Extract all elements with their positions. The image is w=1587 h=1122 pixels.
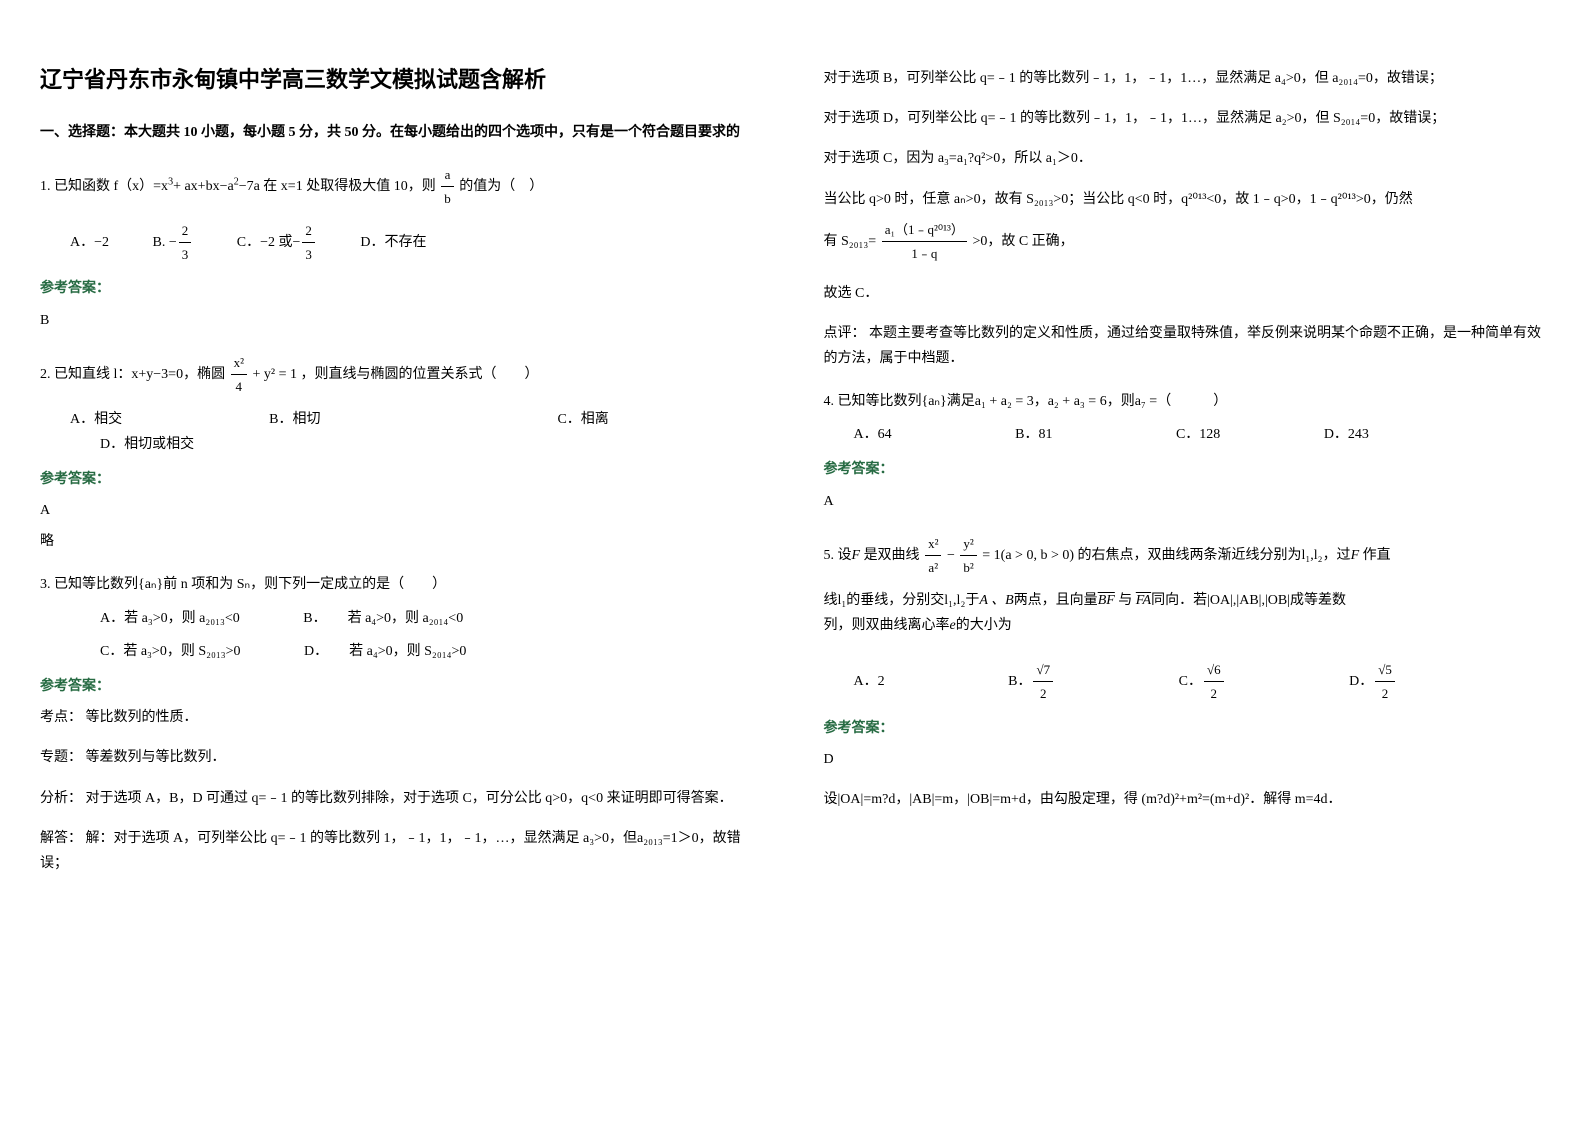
page-title: 辽宁省丹东市永甸镇中学高三数学文模拟试题含解析 — [40, 60, 764, 100]
q3-topic: 考点： 等比数列的性质． — [40, 705, 764, 730]
answer-label-3: 参考答案： — [40, 674, 764, 699]
answer-label-4: 参考答案： — [824, 457, 1548, 482]
q1-options: A．−2 B. −23 C．−2 或−23 D．不存在 — [70, 219, 764, 267]
q3-options-ab: A．若 a₃>0，则 a₂₀₁₃<0 B． 若 a₄>0，则 a₂₀₁₄<0 — [100, 606, 764, 631]
right-column: 对于选项 B，可列举公比 q=﹣1 的等比数列﹣1，1，﹣1，1…，显然满足 a… — [824, 60, 1548, 882]
q2-answer: A — [40, 498, 764, 523]
q3-options-cd: C．若 a₃>0，则 S₂₀₁₃>0 D． 若 a₄>0，则 S₂₀₁₄>0 — [100, 639, 764, 664]
q3-right-c1: 对于选项 C，因为 a₃=a₁?q²>0，所以 a₁＞0． — [824, 146, 1548, 171]
q5-answer: D — [824, 747, 1548, 772]
q2-option-d: D．相切或相交 — [70, 432, 764, 457]
q3-solve1: 解答： 解：对于选项 A，可列举公比 q=﹣1 的等比数列 1，﹣1，1，﹣1，… — [40, 826, 764, 876]
q3-right-c3: 有 S₂₀₁₃= a₁（1﹣q²⁰¹³）1﹣q >0，故 C 正确， — [824, 218, 1548, 266]
question-3: 3. 已知等比数列{aₙ}前 n 项和为 Sₙ，则下列一定成立的是（ ） — [40, 572, 764, 597]
q3-subject: 专题： 等差数列与等比数列． — [40, 745, 764, 770]
q2-options: A．相交 B．相切 C．相离 — [70, 407, 764, 432]
q3-comment: 点评： 本题主要考查等比数列的定义和性质，通过给变量取特殊值，举反例来说明某个命… — [824, 321, 1548, 371]
answer-label-1: 参考答案： — [40, 276, 764, 301]
q4-answer: A — [824, 489, 1548, 514]
q4-options: A．64 B．81 C．128 D．243 — [854, 422, 1548, 447]
q5-options: A．2 B．√72 C．√62 D．√52 — [854, 658, 1548, 706]
q1-answer: B — [40, 308, 764, 333]
q3-right-c2: 当公比 q>0 时，任意 aₙ>0，故有 S₂₀₁₃>0；当公比 q<0 时，q… — [824, 187, 1548, 212]
q5-line3: 列，则双曲线离心率e的大小为 — [824, 613, 1548, 638]
question-2: 2. 已知直线 l：x+y−3=0，椭圆 x²4 + y² = 1 ，则直线与椭… — [40, 351, 764, 399]
q5-explain: 设|OA|=m?d，|AB|=m，|OB|=m+d，由勾股定理，得 (m?d)²… — [824, 787, 1548, 812]
question-4: 4. 已知等比数列{aₙ}满足a₁ + a₂ = 3，a₂ + a₃ = 6，则… — [824, 389, 1548, 414]
q3-right-b: 对于选项 B，可列举公比 q=﹣1 的等比数列﹣1，1，﹣1，1…，显然满足 a… — [824, 66, 1548, 91]
question-5: 5. 设F 是双曲线 x²a² − y²b² = 1(a > 0, b > 0)… — [824, 532, 1548, 580]
q2-extra: 略 — [40, 529, 764, 554]
question-1: 1. 已知函数 f（x）=x3+ ax+bx−a2−7a 在 x=1 处取得极大… — [40, 163, 764, 211]
q5-line2: 线l₁的垂线，分别交l₁,l₂于A 、B两点，且向量BF 与 FA同向．若|OA… — [824, 588, 1548, 613]
q3-analysis: 分析： 对于选项 A，B，D 可通过 q=﹣1 的等比数列排除，对于选项 C，可… — [40, 786, 764, 811]
q3-right-d: 对于选项 D，可列举公比 q=﹣1 的等比数列﹣1，1，﹣1，1…，显然满足 a… — [824, 106, 1548, 131]
answer-label-2: 参考答案： — [40, 467, 764, 492]
answer-label-5: 参考答案： — [824, 716, 1548, 741]
section-header: 一、选择题：本大题共 10 小题，每小题 5 分，共 50 分。在每小题给出的四… — [40, 120, 764, 145]
left-column: 辽宁省丹东市永甸镇中学高三数学文模拟试题含解析 一、选择题：本大题共 10 小题… — [40, 60, 764, 882]
q3-choose: 故选 C． — [824, 281, 1548, 306]
